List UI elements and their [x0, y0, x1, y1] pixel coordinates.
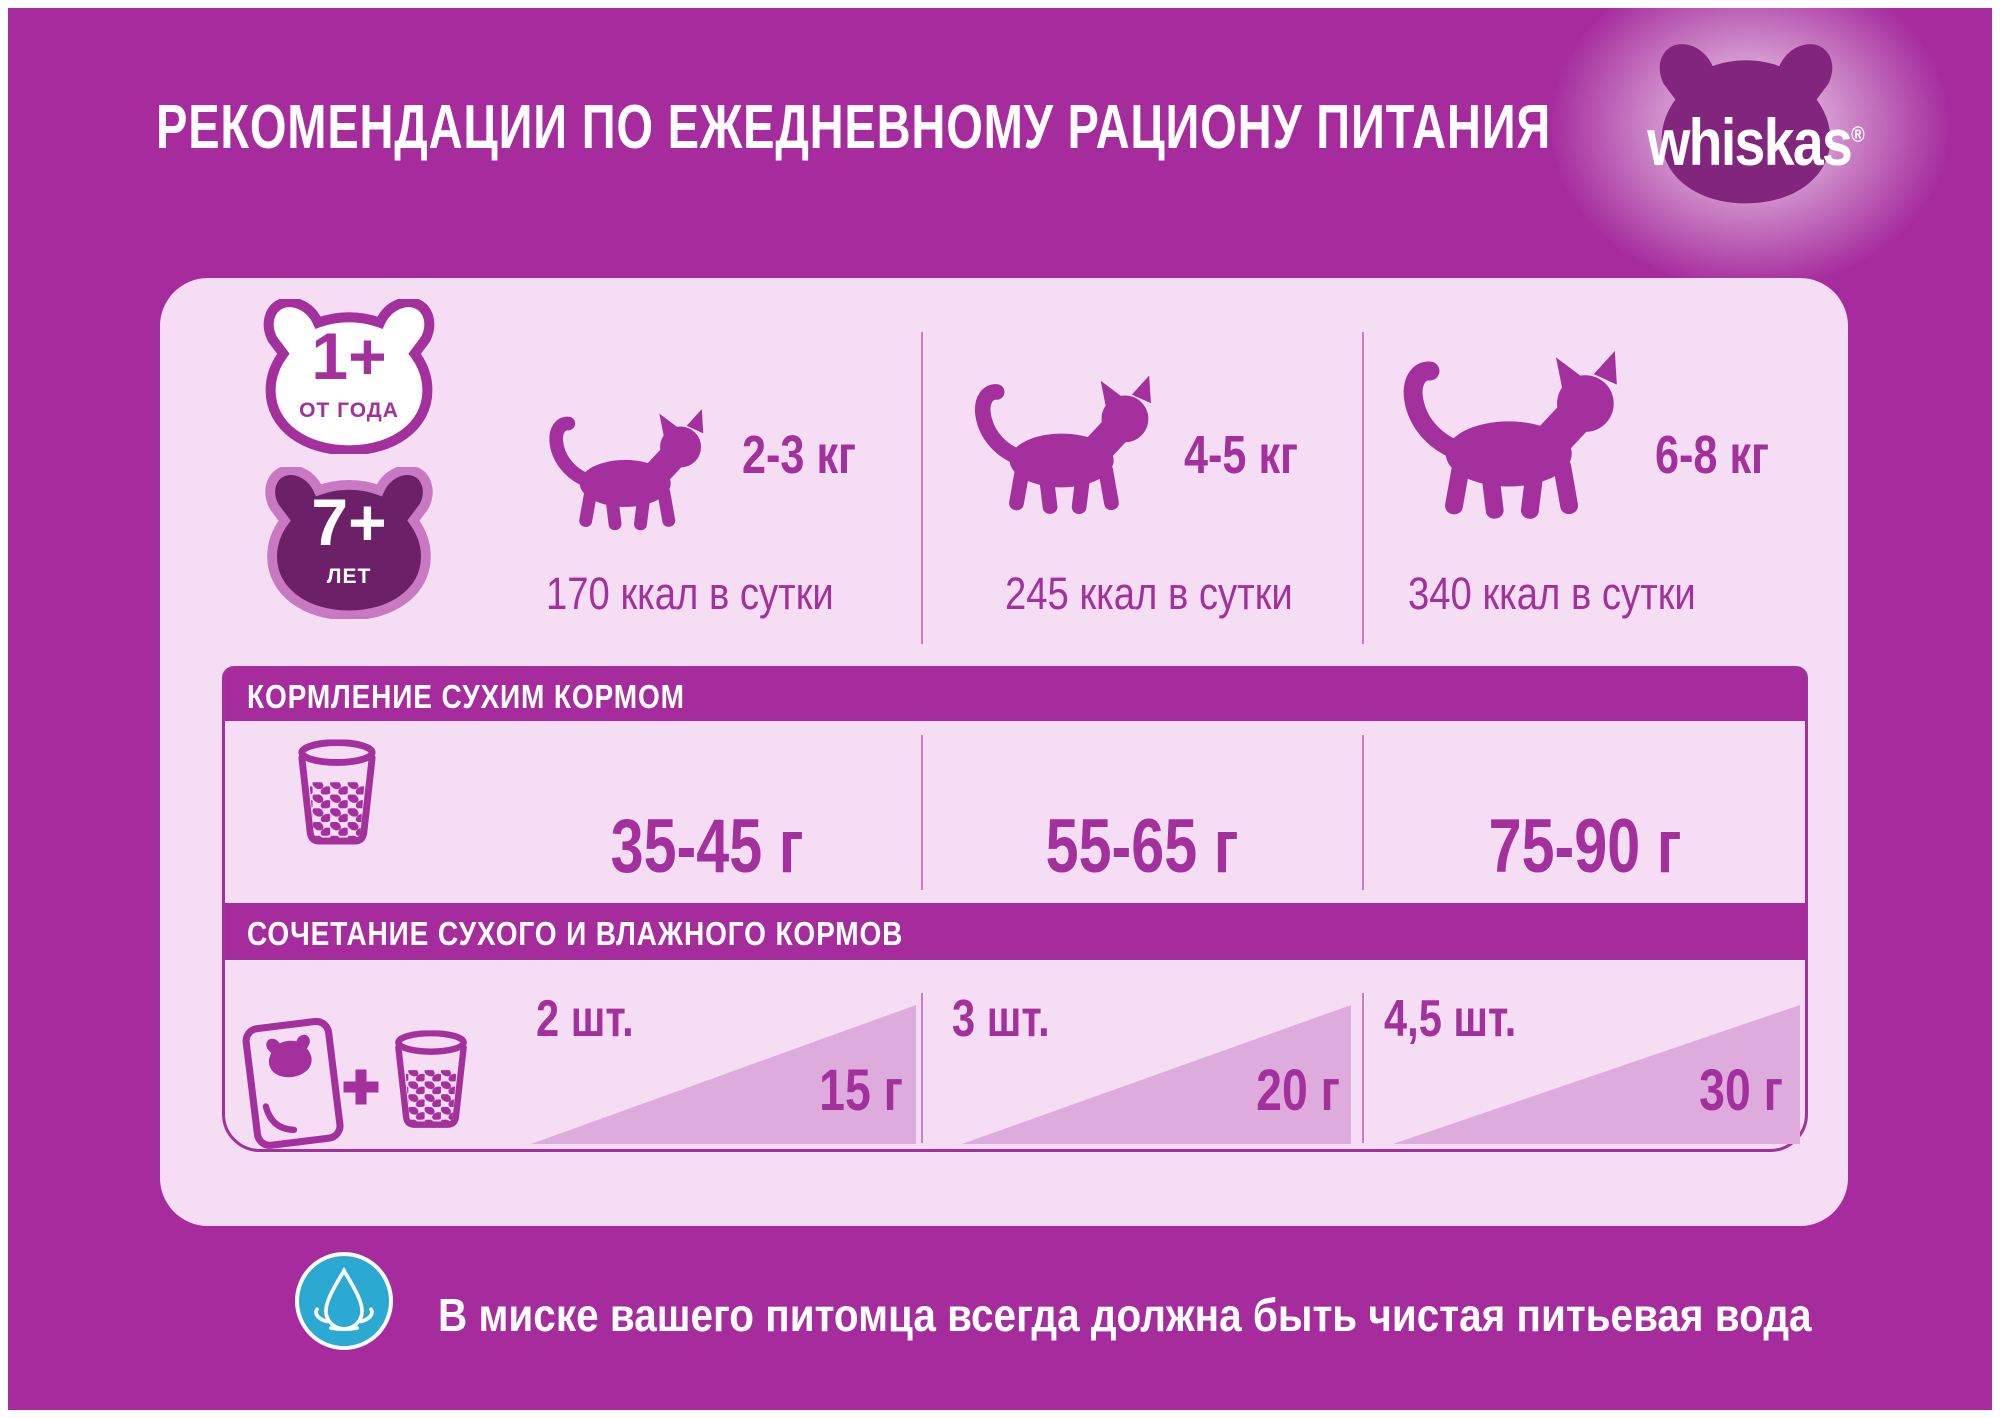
water-note: В миске вашего питомца всегда должна быт… — [438, 1289, 1812, 1341]
walking-cat-icon-small — [538, 400, 720, 538]
brand-logo: whiskas® — [1647, 104, 1865, 180]
age-badge-label: ОТ ГОДА — [299, 399, 399, 422]
dry-food-amount: 75-90 г — [1488, 804, 1682, 889]
dry-addition-amount: 15 г — [819, 1058, 903, 1123]
daily-calories: 170 ккал в сутки — [546, 568, 834, 619]
feeding-table: КОРМЛЕНИЕ СУХИМ КОРМОМ 35-45 г 55-65 г 7… — [222, 666, 1808, 1152]
column-divider — [1362, 993, 1364, 1143]
section-header-mixed-label: СОЧЕТАНИЕ СУХОГО И ВЛАЖНОГО КОРМОВ — [247, 915, 904, 952]
section-header-mixed: СОЧЕТАНИЕ СУХОГО И ВЛАЖНОГО КОРМОВ — [225, 903, 1805, 960]
age-badge-value: 7+ — [311, 485, 387, 559]
wet-pouch-count: 4,5 шт. — [1384, 990, 1517, 1048]
water-drop-badge — [295, 1252, 393, 1350]
section-header-dry-label: КОРМЛЕНИЕ СУХИМ КОРМОМ — [247, 678, 685, 715]
wet-pouch-count: 2 шт. — [536, 990, 634, 1048]
plus-icon — [338, 1064, 384, 1110]
dry-food-cup-icon — [295, 738, 379, 848]
age-badge-adult: 1+ ОТ ГОДА — [252, 299, 446, 454]
column-divider — [921, 993, 923, 1143]
wet-pouch-count: 3 шт. — [952, 990, 1050, 1048]
age-badge-label: ЛЕТ — [326, 565, 372, 588]
daily-calories: 340 ккал в сутки — [1408, 568, 1696, 619]
walking-cat-icon-medium — [962, 365, 1170, 523]
column-divider — [921, 735, 923, 890]
section-header-dry: КОРМЛЕНИЕ СУХИМ КОРМОМ — [225, 669, 1805, 721]
dry-addition-amount: 30 г — [1699, 1058, 1783, 1123]
dry-food-amount: 35-45 г — [610, 804, 804, 889]
weight-range: 6-8 кг — [1655, 425, 1770, 485]
wet-food-pouch-icon — [236, 997, 349, 1169]
column-divider — [1362, 735, 1364, 890]
walking-cat-icon-large — [1388, 338, 1640, 530]
daily-calories: 245 ккал в сутки — [1005, 568, 1293, 619]
registered-mark: ® — [1851, 122, 1865, 147]
water-drop-icon — [303, 1260, 385, 1342]
page-title: РЕКОМЕНДАЦИИ ПО ЕЖЕДНЕВНОМУ РАЦИОНУ ПИТА… — [156, 93, 1551, 162]
weight-range: 4-5 кг — [1184, 425, 1299, 485]
dry-food-cup-icon — [392, 1014, 470, 1146]
weight-range: 2-3 кг — [742, 425, 857, 485]
dry-addition-amount: 20 г — [1256, 1058, 1340, 1123]
column-divider — [921, 332, 923, 644]
age-badge-value: 1+ — [311, 319, 387, 393]
brand-name: whiskas — [1647, 105, 1853, 179]
age-badge-senior: 7+ ЛЕТ — [252, 467, 446, 619]
dry-food-amount: 55-65 г — [1045, 804, 1239, 889]
column-divider — [1362, 332, 1364, 644]
